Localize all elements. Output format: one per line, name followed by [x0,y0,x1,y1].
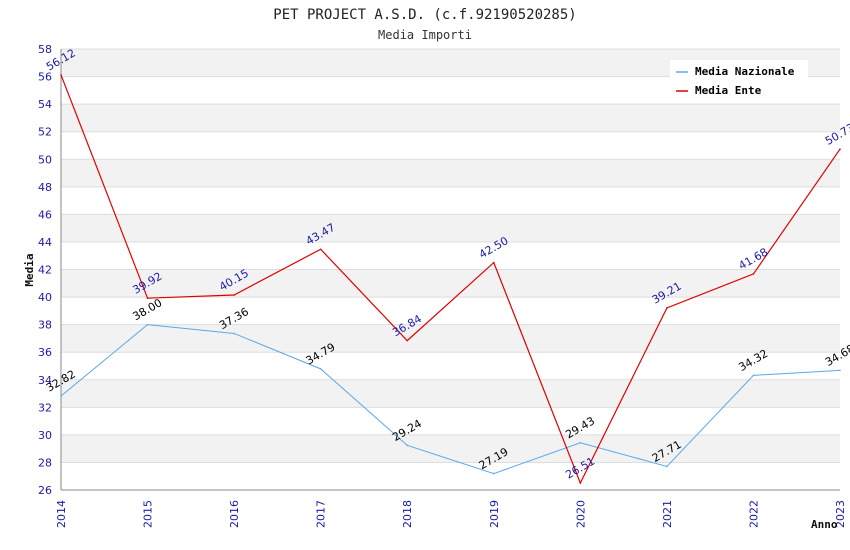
y-tick-label: 42 [38,264,52,277]
x-tick-label: 2014 [55,500,68,528]
y-tick-label: 32 [38,401,52,414]
data-point [752,273,755,275]
x-tick-label: 2018 [401,500,414,528]
y-tick-label: 36 [38,346,52,359]
series-line-1 [60,74,841,485]
y-tick-label: 50 [38,153,52,166]
series-line-0 [60,324,841,475]
data-point [406,339,409,342]
data-label: 38.00 [131,296,165,323]
data-point [319,248,322,251]
data-point [60,74,62,76]
y-tick-label: 26 [38,484,52,497]
y-tick-label: 34 [38,374,52,387]
y-tick-label: 46 [38,208,52,221]
legend-label-nazionale: Media Nazionale [695,65,795,78]
data-point [319,368,322,370]
data-point [492,472,495,475]
y-tick-label: 38 [38,319,52,332]
grid-band [61,214,840,242]
data-point [579,482,582,484]
data-point [60,395,62,397]
y-tick-label: 52 [38,126,52,139]
x-tick-label: 2015 [142,500,155,528]
data-point [666,307,668,309]
y-axis-label: Media [23,253,36,286]
data-point [752,374,755,377]
grid-band [61,104,840,132]
grid-band [61,434,840,463]
grid-band [61,379,840,408]
data-point [492,261,495,264]
y-tick-label: 58 [38,43,52,56]
data-point [666,465,668,468]
x-tick-label: 2017 [315,500,328,528]
data-point [406,444,409,447]
y-tick-label: 44 [38,236,52,249]
y-tick-label: 54 [38,98,52,111]
grid-band [61,269,840,298]
y-axis-ticks: 26 28 30 32 34 36 38 40 42 44 46 48 50 52 54 56 58 [38,43,52,497]
y-tick-label: 40 [38,291,52,304]
data-point [839,369,841,372]
y-tick-label: 30 [38,429,52,442]
grid-bands [61,48,840,491]
x-tick-label: 2020 [574,500,587,528]
data-point [579,441,582,444]
data-point [146,297,149,299]
data-point [233,294,235,296]
chart-title: PET PROJECT A.S.D. (c.f.92190520285) [273,7,576,23]
data-point [233,332,235,335]
series-group [60,74,841,485]
grid-band [61,159,840,187]
x-tick-label: 2021 [661,500,674,528]
legend: Media Nazionale Media Ente [670,60,808,102]
y-tick-label: 48 [38,181,52,194]
legend-box [670,60,808,102]
x-axis-label: Anno [811,518,838,531]
legend-label-ente: Media Ente [695,84,762,97]
data-point [146,323,149,326]
x-tick-label: 2023 [834,500,847,528]
y-tick-label: 28 [38,456,52,469]
x-tick-label: 2022 [747,500,760,528]
x-tick-label: 2016 [228,500,241,528]
chart-subtitle: Media Importi [378,28,472,42]
y-tick-label: 56 [38,71,52,84]
data-point [839,148,841,150]
x-tick-label: 2019 [488,500,501,528]
data-label: 41.68 [736,245,770,272]
grid-band [61,324,840,353]
x-axis-ticks: 2014 2015 2016 2017 2018 2019 2020 2021 2022 2023 [55,500,847,528]
